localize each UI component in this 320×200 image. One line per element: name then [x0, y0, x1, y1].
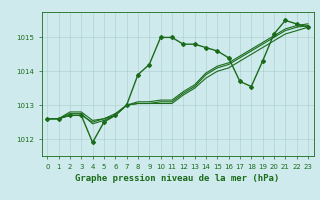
X-axis label: Graphe pression niveau de la mer (hPa): Graphe pression niveau de la mer (hPa) — [76, 174, 280, 183]
